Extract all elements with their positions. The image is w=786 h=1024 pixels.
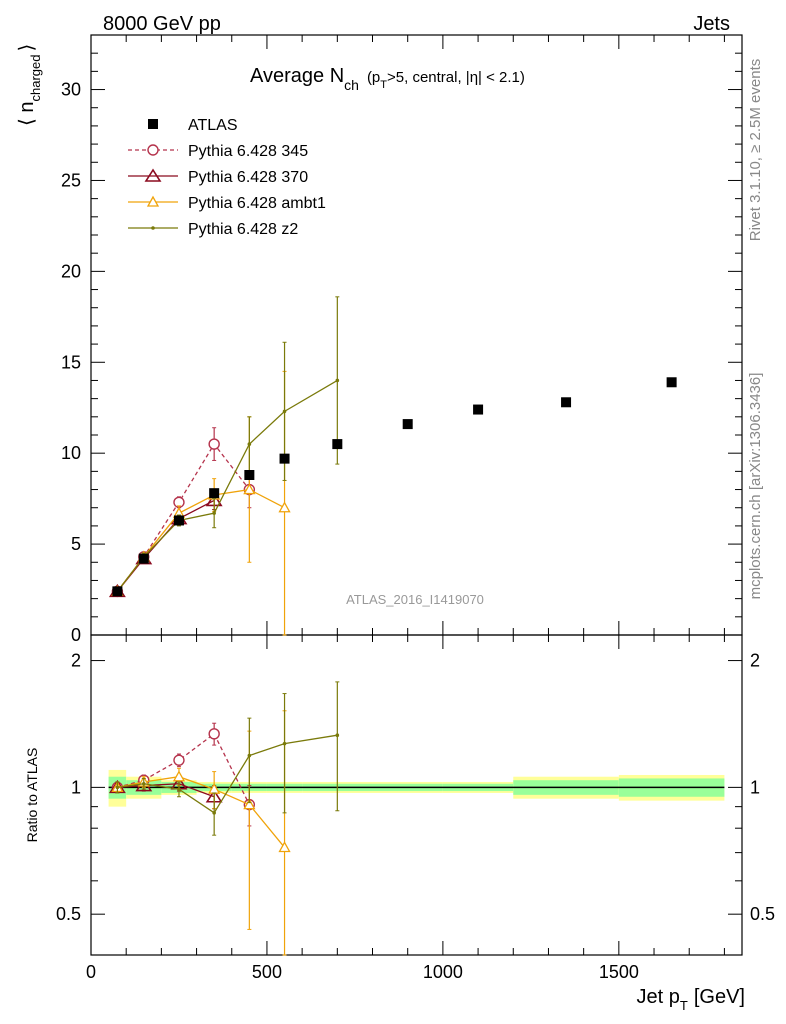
ratio-point <box>335 733 340 738</box>
ratio-point <box>243 798 256 810</box>
series-line <box>116 379 338 592</box>
y-tick-label: 25 <box>61 170 81 190</box>
rivet-note: Rivet 3.1.10, ≥ 2.5M events <box>747 59 764 242</box>
legend-marker <box>146 195 160 207</box>
legend-label-atlas: ATLAS <box>188 117 238 134</box>
data-point <box>278 501 291 513</box>
series-line <box>116 499 215 592</box>
ratio-bands <box>108 769 725 807</box>
mcplots-note: mcplots.cern.ch [arXiv:1306.3436] <box>747 373 764 600</box>
y-tick-label: 0 <box>71 625 81 645</box>
axes: 0 500 1000 1500 0 5 10 15 20 25 30 0.5 0.5 1 1 2 2 <box>56 34 775 982</box>
ratio-y-tick-label-right: 2 <box>750 651 760 671</box>
legend-marker <box>144 168 162 182</box>
ratio-line <box>117 776 286 848</box>
atlas-data-point <box>112 586 123 597</box>
ratio-point <box>282 741 287 746</box>
y-axis-label-sub: charged <box>28 55 43 102</box>
y-tick-label: 20 <box>61 261 81 281</box>
legend-marker <box>151 226 155 230</box>
y-tick-label: 15 <box>61 352 81 372</box>
ratio-point <box>172 770 186 782</box>
ratio-point <box>212 811 216 815</box>
x-tick-label: 0 <box>86 962 96 982</box>
chart-title-sub: ch <box>344 77 359 93</box>
ratio-y-tick-label-right: 0.5 <box>750 904 775 924</box>
ratio-point <box>141 781 146 786</box>
atlas-data-point <box>473 404 484 415</box>
atlas-data-point <box>173 515 184 526</box>
series-line <box>116 488 285 592</box>
chart-title-main: Average N <box>250 65 344 87</box>
data-point <box>247 442 252 446</box>
ratio-series <box>108 681 340 956</box>
data-point <box>243 483 256 495</box>
analysis-id: ATLAS_2016_I1419070 <box>346 592 484 607</box>
x-axis-label: Jet pT [GeV] <box>637 986 745 1013</box>
ratio-point <box>115 785 120 790</box>
chart-title-rest: (p <box>367 69 380 86</box>
x-axis-label-sub: T <box>680 998 688 1013</box>
ratio-point <box>278 841 291 853</box>
legend-label: Pythia 6.428 z2 <box>188 221 298 238</box>
atlas-data-point <box>209 488 220 499</box>
atlas-data-point <box>402 419 413 430</box>
ratio-y-label: Ratio to ATLAS <box>24 748 40 843</box>
legend-label: Pythia 6.428 ambt1 <box>188 195 326 212</box>
y-axis-label-close: ⟩ <box>16 44 38 52</box>
y-axis-label-main: ⟨ n <box>16 102 38 126</box>
atlas-data-point <box>561 397 572 408</box>
y-tick-label: 30 <box>61 80 81 100</box>
x-tick-label: 500 <box>252 962 282 982</box>
ratio-panel-frame <box>90 634 743 956</box>
data-point <box>208 438 220 450</box>
chart-title-rest-sub: T <box>380 79 387 91</box>
x-axis-label-main: Jet p <box>637 986 680 1008</box>
ratio-point <box>177 787 181 792</box>
ratio-line <box>117 783 215 798</box>
ratio-point <box>247 753 252 758</box>
y-tick-label: 10 <box>61 443 81 463</box>
legend-marker-atlas <box>148 119 158 129</box>
data-point <box>335 378 340 383</box>
x-tick-label: 1500 <box>599 962 639 982</box>
y-tick-label: 5 <box>71 534 81 554</box>
atlas-data-point <box>138 553 149 564</box>
atlas-data-point <box>666 377 677 388</box>
header-left: 8000 GeV pp <box>103 13 221 35</box>
atlas-data-point <box>332 439 343 450</box>
y-axis-label: ⟨ ncharged ⟩ <box>16 44 43 126</box>
legend-label: Pythia 6.428 370 <box>188 169 308 186</box>
ratio-line <box>117 734 338 814</box>
ratio-y-tick-label: 2 <box>71 651 81 671</box>
legend-marker <box>147 144 159 156</box>
ratio-point <box>208 728 220 740</box>
chart-title-tail: >5, central, |η| < 2.1) <box>387 69 525 86</box>
x-tick-label: 1000 <box>423 962 463 982</box>
atlas-data-point <box>279 453 290 464</box>
ratio-y-tick-label-right: 1 <box>750 777 760 797</box>
main-series <box>108 296 677 636</box>
legend: ATLAS Pythia 6.428 345 Pythia 6.428 370 Pyt… <box>128 117 326 238</box>
data-point <box>212 511 216 515</box>
ratio-point <box>173 754 185 766</box>
ratio-y-tick-label: 0.5 <box>56 904 81 924</box>
header-right: Jets <box>693 13 730 35</box>
ratio-y-tick-label: 1 <box>71 777 81 797</box>
atlas-data-point <box>244 470 255 480</box>
data-point <box>282 409 287 414</box>
chart-title: Average Nch (pT>5, central, |η| < 2.1) <box>250 65 525 93</box>
legend-label: Pythia 6.428 345 <box>188 143 308 160</box>
x-axis-label-unit: [GeV] <box>694 986 745 1008</box>
